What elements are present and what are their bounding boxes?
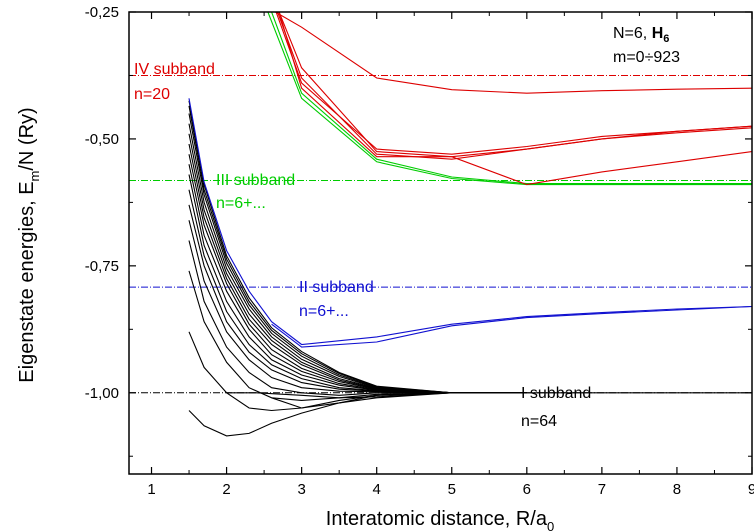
subband-i-count: n=64 — [521, 413, 557, 430]
x-tick-label: 1 — [147, 481, 155, 498]
x-tick-label: 6 — [523, 481, 531, 498]
x-tick-label: 5 — [448, 481, 456, 498]
subband-ii-label: II subband — [299, 279, 374, 296]
plot-frame — [128, 11, 753, 475]
series-line — [188, 123, 527, 394]
y-tick-label: -0,75 — [85, 258, 119, 275]
subband-i-label: I subband — [521, 385, 591, 402]
x-tick-label: 9 — [748, 481, 754, 498]
series-line — [278, 12, 752, 158]
series-line — [275, 12, 752, 94]
x-tick-label: 2 — [222, 481, 230, 498]
series-line — [188, 100, 527, 394]
series-line — [188, 240, 527, 396]
series-line — [271, 392, 527, 409]
series-line — [188, 105, 527, 394]
subband-iv-count: n=20 — [134, 86, 170, 103]
series-layer — [188, 12, 752, 437]
x-tick-label: 7 — [598, 481, 606, 498]
series-line — [277, 12, 752, 160]
series-line — [275, 12, 752, 155]
y-tick-label: -0,50 — [85, 131, 119, 148]
system-info-line1: N=6, H6 — [613, 25, 669, 45]
tick-layer: 1 2 3 4 5 6 7 8 9 -1,00 -0,75 -0,50 -0,25 — [85, 4, 754, 498]
series-line — [267, 12, 752, 186]
x-axis-label: Interatomic distance, R/a0 — [326, 508, 554, 531]
series-line — [278, 12, 752, 186]
guide-lines-layer — [129, 74, 752, 394]
series-line — [188, 204, 527, 394]
series-line — [188, 392, 752, 437]
series-line — [271, 12, 752, 185]
y-axis-label: Eigenstate energies, Em/N (Ry) — [16, 107, 42, 382]
system-info-line2: m=0÷923 — [613, 49, 680, 66]
subband-ii-count: n=6+... — [299, 303, 349, 320]
subband-iii-count: n=6+... — [216, 195, 266, 212]
subband-iv-label: IV subband — [134, 61, 215, 78]
x-tick-label: 4 — [373, 481, 381, 498]
subband-iii-label: III subband — [216, 172, 295, 189]
x-tick-label: 8 — [673, 481, 681, 498]
x-tick-label: 3 — [297, 481, 305, 498]
y-tick-label: -1,00 — [85, 385, 119, 402]
y-tick-label: -0,25 — [85, 4, 119, 21]
series-line — [271, 305, 752, 348]
series-line — [188, 98, 752, 346]
